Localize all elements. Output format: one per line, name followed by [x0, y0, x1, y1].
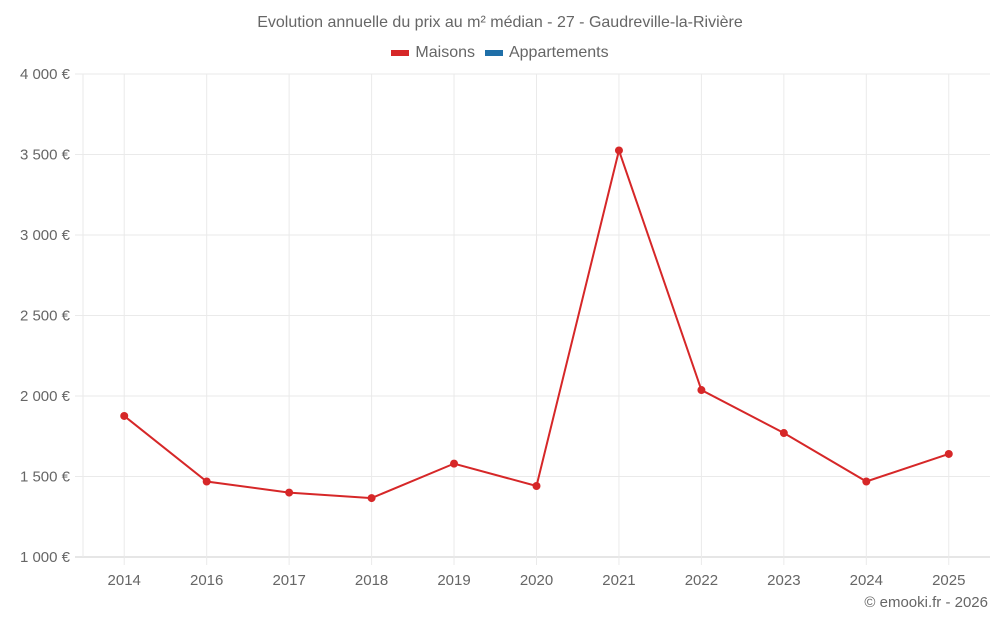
data-point[interactable]	[944, 449, 953, 458]
x-tick-label: 2020	[520, 572, 553, 589]
grid-lines	[75, 73, 990, 565]
data-point[interactable]	[450, 459, 459, 468]
x-tick-label: 2025	[932, 572, 965, 589]
x-tick-label: 2016	[190, 572, 223, 589]
y-tick-label: 2 500 €	[20, 308, 71, 325]
x-axis: 2014 2016 2017 2018 2019 2020 2021 2022 2023 2024…	[108, 572, 966, 589]
credit-text: © emooki.fr - 2026	[864, 594, 988, 611]
data-point[interactable]	[862, 477, 871, 486]
x-tick-label: 2023	[767, 572, 800, 589]
legend-item-maisons[interactable]: Maisons	[391, 44, 475, 62]
y-tick-label: 3 000 €	[20, 227, 71, 244]
y-tick-label: 4 000 €	[20, 66, 71, 83]
y-tick-label: 1 000 €	[20, 549, 71, 566]
x-tick-label: 2017	[272, 572, 305, 589]
x-tick-label: 2014	[108, 572, 141, 589]
data-point[interactable]	[697, 386, 706, 395]
data-point[interactable]	[614, 146, 623, 155]
data-point[interactable]	[285, 488, 294, 497]
y-axis: 1 000 € 1 500 € 2 000 € 2 500 € 3 000 € 3 500…	[20, 66, 71, 566]
x-tick-label: 2024	[850, 572, 883, 589]
legend-item-appartements[interactable]: Appartements	[484, 44, 609, 62]
x-tick-label: 2021	[602, 572, 635, 589]
x-tick-label: 2022	[685, 572, 718, 589]
data-point[interactable]	[779, 429, 788, 438]
x-tick-label: 2019	[437, 572, 470, 589]
series-maisons	[120, 146, 953, 503]
data-point[interactable]	[532, 481, 541, 490]
appartements-swatch-icon	[484, 50, 503, 56]
data-point[interactable]	[120, 411, 129, 420]
y-tick-label: 1 500 €	[20, 469, 71, 486]
legend-label-maisons: Maisons	[415, 44, 475, 61]
y-tick-label: 3 500 €	[20, 147, 71, 164]
x-tick-label: 2018	[355, 572, 388, 589]
data-point[interactable]	[367, 494, 376, 503]
chart-title: Evolution annuelle du prix au m² médian …	[257, 14, 743, 31]
maisons-swatch-icon	[391, 50, 410, 56]
y-tick-label: 2 000 €	[20, 388, 71, 405]
legend-label-appartements: Appartements	[508, 44, 609, 61]
data-point[interactable]	[202, 477, 211, 486]
legend: Maisons Appartements	[0, 44, 1000, 62]
